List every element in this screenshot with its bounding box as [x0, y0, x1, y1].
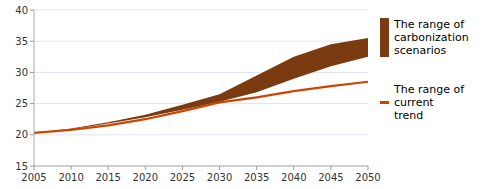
tick: [34, 166, 35, 170]
tick: [219, 166, 220, 170]
tick-label: 2005: [21, 172, 46, 183]
tick: [293, 166, 294, 170]
legend-label: The range ofcarbonizationscenarios: [393, 18, 469, 57]
tick-label: 25: [15, 98, 28, 109]
tick-label: 2010: [58, 172, 83, 183]
legend-line: trend: [394, 109, 423, 122]
tick: [30, 10, 34, 11]
tick-label: 35: [15, 36, 28, 47]
grid-line: [34, 72, 368, 73]
tick: [30, 41, 34, 42]
legend-line: carbonization: [394, 31, 469, 44]
tick-label: 2050: [355, 172, 380, 183]
legend-swatch: [380, 101, 389, 104]
tick-label: 2035: [244, 172, 269, 183]
plot-area: [34, 38, 368, 133]
tick: [71, 166, 72, 170]
tick-label: 2020: [133, 172, 158, 183]
legend-line: The range of: [393, 83, 465, 96]
tick-label: 2025: [170, 172, 195, 183]
tick-label: 15: [15, 161, 28, 172]
legend-label: The range ofcurrenttrend: [393, 83, 465, 122]
tick: [330, 166, 331, 170]
x-axis: [34, 166, 368, 167]
tick-label: 2045: [318, 172, 343, 183]
tick: [30, 103, 34, 104]
tick: [145, 166, 146, 170]
tick: [182, 166, 183, 170]
legend-swatch: [380, 18, 389, 57]
grid-line: [34, 10, 368, 11]
legend-line: scenarios: [394, 44, 447, 57]
band: [34, 38, 368, 133]
tick: [30, 166, 34, 167]
tick: [368, 166, 369, 170]
grid-line: [34, 134, 368, 135]
tick-label: 40: [15, 5, 28, 16]
line: [34, 82, 368, 133]
tick: [30, 134, 34, 135]
tick: [256, 166, 257, 170]
legend-line: current: [394, 96, 434, 109]
tick: [108, 166, 109, 170]
grid-line: [34, 166, 368, 167]
y-axis: [34, 10, 35, 166]
chart: 1520253035402005201020152020202520302035…: [0, 0, 493, 189]
tick: [30, 72, 34, 73]
tick-label: 2040: [281, 172, 306, 183]
tick-label: 30: [15, 67, 28, 78]
legend-line: The range of: [393, 18, 465, 31]
tick-label: 2015: [95, 172, 120, 183]
grid-line: [34, 41, 368, 42]
tick-label: 20: [15, 129, 28, 140]
tick-label: 2030: [207, 172, 232, 183]
